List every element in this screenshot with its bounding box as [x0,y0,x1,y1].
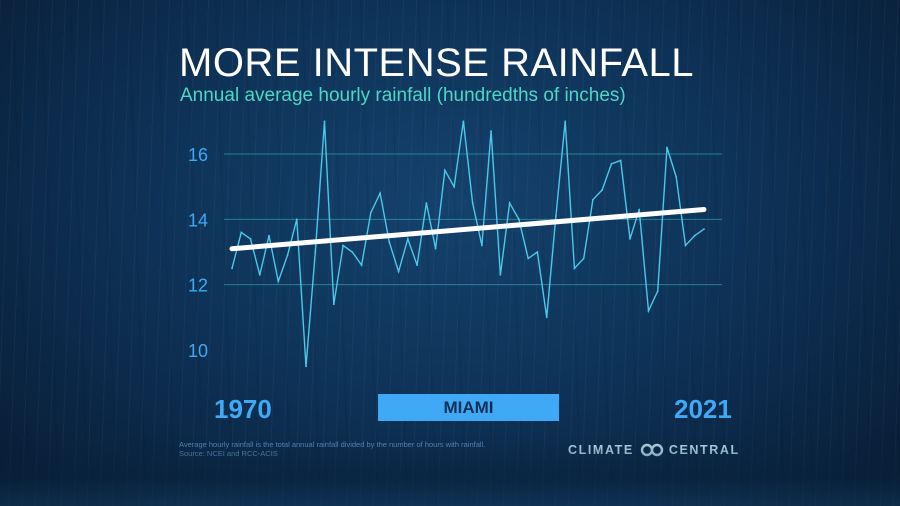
start-year-label: 1970 [214,394,272,424]
data-point-1991 [425,202,428,204]
data-point-1993 [443,169,446,172]
data-point-2006 [564,120,567,123]
data-point-2018 [675,175,678,178]
data-point-1988 [397,270,400,273]
data-point-1987 [388,241,391,244]
y-tick-label-14: 14 [188,210,208,230]
data-point-1990 [416,264,418,266]
data-point-2012 [619,159,622,162]
city-label: MIAMI [378,394,559,421]
data-point-1998 [490,130,493,133]
data-point-1976 [286,254,289,257]
data-point-1984 [360,264,363,266]
infinity-icon [640,443,664,457]
data-point-2004 [545,316,548,319]
footnote-source: Source: NCEI and RCC-ACIS [179,449,278,458]
data-point-1974 [268,234,270,237]
data-point-2015 [647,309,650,312]
brand-left-word: CLIMATE [568,443,634,457]
data-point-1992 [434,247,437,250]
trend-layer [229,207,707,252]
brand-right-word: CENTRAL [668,443,740,457]
data-point-2016 [656,290,659,293]
data-point-2010 [601,189,604,191]
trend-line [229,207,707,252]
data-point-2000 [508,202,511,204]
footnote: Average hourly rainfall is the total ann… [179,440,485,458]
data-point-2013 [629,238,631,240]
data-point-2001 [518,218,520,221]
data-point-2019 [684,244,687,247]
data-point-1971 [240,231,243,234]
data-point-1994 [453,185,456,188]
series-line-0 [231,121,705,367]
y-tick-label-10: 10 [188,341,208,361]
data-point-1989 [406,238,409,240]
data-point-1980 [323,120,326,123]
data-point-1979 [314,251,317,253]
data-point-2005 [555,215,557,217]
data-point-2021 [703,228,705,231]
data-point-2008 [582,257,585,260]
chart-subtitle: Annual average hourly rainfall (hundredt… [180,85,626,106]
data-point-1997 [480,244,483,247]
data-point-2020 [693,234,696,237]
data-point-1973 [258,273,261,276]
data-point-1978 [305,365,307,368]
data-point-1977 [295,218,298,221]
data-point-2002 [527,257,530,260]
y-tick-labels: 10 12 14 16 [188,145,208,361]
data-point-2014 [638,208,641,211]
data-point-1975 [277,280,280,283]
grid-lines [224,153,722,286]
data-point-1982 [342,244,344,247]
page-title: MORE INTENSE RAINFALL [179,41,695,85]
data-point-1986 [379,192,381,195]
series-layer [231,120,705,368]
data-point-2011 [610,162,613,165]
data-point-1985 [369,211,372,214]
data-point-1999 [499,273,502,276]
data-point-1972 [249,238,252,240]
brand-logo: CLIMATE CENTRAL [568,443,740,457]
data-point-1983 [351,251,354,253]
footnote-definition: Average hourly rainfall is the total ann… [179,440,486,449]
y-tick-label-12: 12 [188,276,208,296]
data-point-1981 [332,303,335,306]
data-point-2017 [666,146,668,149]
end-year-label: 2021 [674,394,732,424]
data-point-2003 [536,251,539,253]
data-point-2007 [573,267,576,270]
data-point-2009 [592,198,594,201]
data-point-1996 [471,202,474,204]
y-tick-label-16: 16 [188,145,208,165]
data-point-1995 [462,120,465,123]
data-point-1970 [231,267,233,270]
